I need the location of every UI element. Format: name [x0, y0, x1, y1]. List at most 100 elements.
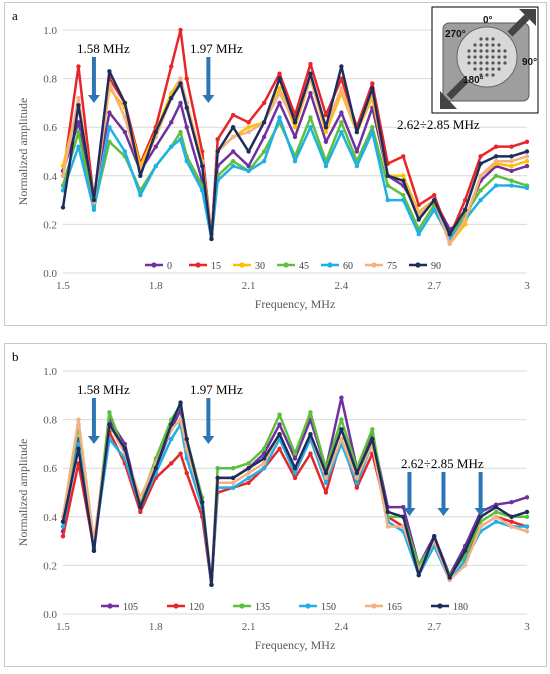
- data-point: [354, 163, 360, 169]
- legend-item-105: 105: [101, 602, 138, 613]
- data-point: [230, 480, 236, 485]
- legend-swatch-marker: [173, 603, 179, 609]
- data-point: [462, 217, 468, 222]
- data-point: [354, 485, 360, 490]
- transducer-element-dot: [497, 43, 501, 47]
- data-point: [524, 509, 530, 515]
- legend-swatch-marker: [327, 262, 333, 268]
- data-point: [246, 461, 251, 466]
- data-point: [169, 422, 174, 427]
- series-90: [60, 64, 530, 242]
- data-point: [323, 112, 329, 118]
- legend-label: 90: [431, 261, 441, 272]
- legend-item-45: 45: [277, 261, 309, 272]
- annotation-arrow-head: [403, 508, 416, 516]
- legend-item-90: 90: [409, 261, 441, 272]
- data-point: [478, 154, 483, 159]
- data-point: [401, 514, 406, 519]
- data-point: [292, 475, 298, 481]
- data-point: [76, 95, 81, 101]
- data-point: [215, 149, 220, 154]
- data-point: [509, 144, 514, 149]
- data-point: [308, 71, 313, 76]
- data-point: [178, 76, 183, 81]
- data-point: [509, 159, 514, 164]
- data-point: [178, 400, 183, 405]
- legend-item-165: 165: [365, 602, 402, 613]
- legend-label: 60: [343, 261, 353, 272]
- data-point: [292, 451, 298, 456]
- legend-swatch-marker: [107, 603, 113, 609]
- data-point: [354, 480, 360, 485]
- data-point: [261, 100, 267, 106]
- transducer-element-dot: [491, 49, 495, 53]
- transducer-element-dot: [485, 61, 489, 65]
- transducer-element-dot: [485, 73, 489, 77]
- data-point: [524, 524, 530, 529]
- data-point: [246, 470, 251, 476]
- data-point: [178, 129, 183, 135]
- data-point: [76, 441, 81, 447]
- annotation-label: 2.62÷2.85 MHz: [401, 456, 484, 471]
- data-point: [277, 90, 282, 96]
- x-axis-title: Frequency, MHz: [255, 638, 336, 652]
- data-point: [432, 207, 437, 213]
- data-point: [60, 534, 66, 539]
- data-point: [385, 524, 390, 529]
- annotation-arrow-head: [202, 436, 215, 444]
- data-point: [200, 500, 205, 505]
- data-point: [122, 446, 128, 451]
- data-point: [122, 129, 128, 135]
- data-point: [277, 422, 282, 427]
- data-point: [277, 431, 282, 437]
- legend-label: 135: [255, 602, 270, 613]
- transducer-element-dot: [491, 67, 495, 71]
- data-point: [462, 563, 468, 568]
- transducer-element-dot: [497, 49, 501, 53]
- annotation-arrow: [474, 472, 487, 516]
- legend-item-75: 75: [365, 261, 397, 272]
- data-point: [246, 475, 251, 481]
- x-tick-label: 3: [524, 280, 530, 292]
- legend-swatch-marker: [305, 603, 311, 609]
- data-point: [447, 231, 452, 237]
- data-point: [401, 154, 406, 159]
- data-point: [178, 451, 183, 456]
- y-tick-label: 0.8: [43, 415, 57, 427]
- data-point: [60, 524, 66, 529]
- data-point: [178, 137, 183, 142]
- data-point: [261, 159, 267, 164]
- data-point: [246, 480, 251, 485]
- data-point: [153, 144, 158, 149]
- data-point: [524, 163, 530, 169]
- data-point: [401, 178, 406, 183]
- x-tick-label: 1.5: [56, 280, 70, 292]
- transducer-inset: 0° 90° 180° 270°: [431, 6, 539, 114]
- data-point: [339, 129, 344, 135]
- data-point: [138, 504, 143, 510]
- data-point: [323, 139, 329, 144]
- data-point: [261, 466, 267, 471]
- data-point: [323, 470, 329, 476]
- data-point: [339, 436, 344, 442]
- transducer-element-dot: [473, 43, 477, 47]
- data-point: [200, 163, 205, 169]
- data-point: [524, 159, 530, 164]
- transducer-element-dot: [479, 55, 483, 59]
- transducer-element-dot: [497, 67, 501, 71]
- y-axis-title: Normalized amplitude: [16, 98, 30, 206]
- transducer-element-dot: [467, 49, 471, 53]
- data-point: [370, 129, 375, 135]
- legend-label: 180: [453, 602, 468, 613]
- x-tick-label: 2.1: [242, 280, 256, 292]
- data-point: [60, 205, 66, 210]
- inset-angle-label: 0°: [483, 15, 493, 26]
- transducer-element-dot: [485, 67, 489, 71]
- y-tick-label: 1.0: [43, 25, 57, 37]
- transducer-element-dot: [479, 73, 483, 77]
- annotation-label: 1.58 MHz: [77, 41, 130, 56]
- data-point: [493, 154, 499, 159]
- y-tick-label: 0.0: [43, 609, 57, 621]
- annotation-arrow-head: [202, 95, 215, 103]
- data-point: [432, 193, 437, 198]
